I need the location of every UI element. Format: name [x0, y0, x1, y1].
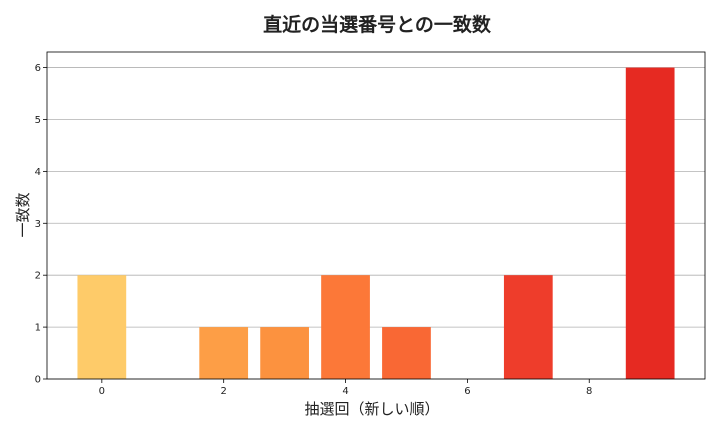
y-tick-label-3: 3 — [35, 219, 41, 230]
gridlines — [47, 67, 705, 380]
y-axis-label: 一致数 — [14, 192, 32, 237]
bar-3 — [260, 327, 309, 379]
y-tick-label-1: 1 — [35, 323, 41, 334]
x-tick-label-2: 2 — [220, 386, 226, 397]
x-tick-label-0: 0 — [99, 386, 105, 397]
y-tick-label-5: 5 — [35, 115, 41, 126]
bars — [77, 67, 675, 380]
bar-4 — [321, 275, 370, 379]
bar-2 — [199, 327, 249, 379]
x-tick-label-8: 8 — [586, 386, 592, 397]
y-tick-label-4: 4 — [35, 167, 41, 178]
plot-frame — [46, 51, 706, 380]
y-axis-ticks: 0 1 2 3 4 5 6 — [35, 63, 47, 386]
y-tick-label-2: 2 — [35, 271, 41, 282]
x-axis-label: 抽選回（新しい順） — [304, 400, 439, 418]
y-tick-label-0: 0 — [35, 375, 41, 386]
chart-title: 直近の当選番号との一致数 — [263, 13, 492, 36]
x-tick-label-4: 4 — [342, 386, 348, 397]
bar-9 — [625, 67, 675, 380]
bar-7 — [503, 275, 553, 379]
y-tick-label-6: 6 — [35, 63, 41, 74]
bar-0 — [77, 275, 127, 379]
bar-5 — [382, 327, 431, 379]
x-axis-ticks: 0 2 4 6 8 — [99, 379, 592, 397]
x-tick-label-6: 6 — [464, 386, 470, 397]
